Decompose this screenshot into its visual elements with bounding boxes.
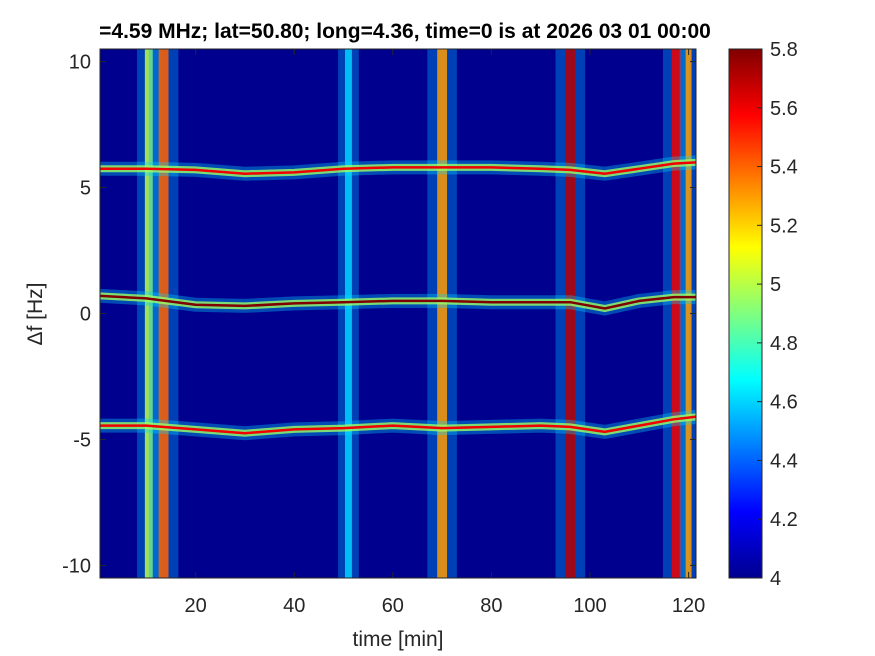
y-tick-label: 0 — [80, 304, 91, 326]
x-axis-ticks: 20 40 60 80 100 120 — [185, 49, 705, 617]
colorbar-tick-label: 5 — [770, 274, 781, 296]
colorbar-tick-label: 4.2 — [770, 509, 798, 531]
vertical-trace-5 — [565, 49, 576, 578]
y-axis-label: Δf [Hz] — [24, 282, 47, 345]
horizontal-trace-2 — [100, 294, 696, 310]
colorbar-tick-label: 4.8 — [770, 333, 798, 355]
x-tick-label: 20 — [185, 595, 207, 617]
y-tick-label: 10 — [69, 52, 91, 74]
vertical-trace-2 — [158, 49, 169, 578]
x-tick-label: 120 — [672, 595, 705, 617]
y-axis-ticks: -10 -5 0 5 10 — [62, 52, 696, 577]
colorbar-tick-label: 5.6 — [770, 98, 798, 120]
colorbar-tick-label: 4.4 — [770, 450, 798, 472]
x-tick-label: 60 — [382, 595, 404, 617]
colorbar-tick-label: 4 — [770, 568, 781, 590]
colorbar-tick-label: 5.4 — [770, 157, 798, 179]
x-tick-label: 80 — [480, 595, 502, 617]
colorbar-tick-label: 5.8 — [770, 39, 798, 61]
colorbar: 4 4.2 4.4 4.6 4.8 5 5.2 5.4 5.6 5.8 — [728, 39, 798, 590]
vertical-trace-7 — [685, 49, 692, 578]
x-axis-label: time [min] — [352, 628, 443, 651]
vertical-trace-3 — [345, 49, 352, 578]
traces-layer — [100, 49, 696, 578]
colorbar-ticks: 4 4.2 4.4 4.6 4.8 5 5.2 5.4 5.6 5.8 — [757, 39, 798, 590]
y-tick-label: 5 — [80, 178, 91, 200]
vertical-trace-6 — [671, 49, 681, 578]
chart-title: =4.59 MHz; lat=50.80; long=4.36, time=0 … — [99, 20, 711, 43]
plot-area — [99, 48, 697, 579]
colorbar-tick-label: 5.2 — [770, 215, 798, 237]
vertical-trace-4 — [437, 49, 448, 578]
colorbar-gradient — [728, 48, 763, 579]
y-tick-label: -10 — [62, 555, 91, 577]
y-tick-label: -5 — [73, 429, 91, 451]
vertical-trace-1 — [144, 49, 153, 578]
colorbar-tick-label: 4.6 — [770, 392, 798, 414]
x-tick-label: 100 — [573, 595, 606, 617]
x-tick-label: 40 — [283, 595, 305, 617]
plot-background — [100, 49, 696, 578]
horizontal-trace-3 — [100, 415, 696, 435]
horizontal-trace-1 — [100, 161, 696, 175]
